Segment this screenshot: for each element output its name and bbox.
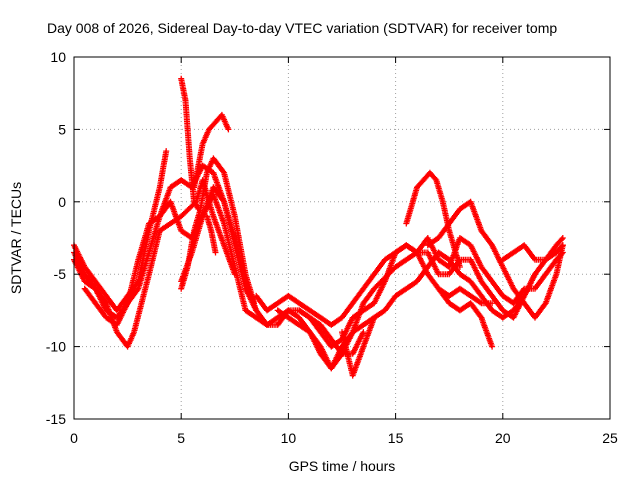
series-trace-18 [435,285,496,307]
series-markers [178,184,270,328]
series-markers [274,249,538,372]
y-tick-label: -15 [46,411,66,427]
series-markers [203,213,219,256]
y-tick-label: 5 [58,121,66,137]
series-markers [424,198,566,321]
x-tick-label: 10 [281,430,297,446]
y-tick-label: 0 [58,194,66,210]
plot-frame [73,56,611,420]
x-tick-label: 20 [495,430,511,446]
y-tick-label: -5 [54,266,67,282]
series-trace-13 [274,249,538,372]
series-trace-6 [178,184,270,328]
series-trace-14 [296,307,367,357]
series-markers [71,162,260,321]
series-markers [178,75,202,212]
series-trace-19 [499,242,566,263]
series-trace-17 [424,198,566,321]
series-markers [403,169,463,270]
x-tick-label: 5 [177,430,185,446]
y-tick-label: -10 [46,339,66,355]
series-markers [191,111,232,191]
series-markers [296,307,367,357]
series-trace-9 [203,213,219,256]
series-trace-16 [403,169,463,270]
series-markers [339,314,378,379]
series-markers [499,242,566,263]
x-tick-label: 0 [70,430,78,446]
chart-title: Day 008 of 2026, Sidereal Day-to-day VTE… [47,20,557,36]
series-trace-15 [339,314,378,379]
series-trace-3 [71,162,260,321]
x-tick-label: 15 [388,430,404,446]
series-trace-8 [191,111,232,191]
data-points [71,75,566,379]
grid-lines [74,57,610,419]
x-axis-label: GPS time / hours [289,458,396,474]
series-markers [435,285,496,307]
y-tick-label: 10 [50,49,66,65]
x-tick-label: 25 [602,430,618,446]
axis-ticks: 0 5 10 15 20 25 -15 -10 -5 0 5 10 [46,49,618,446]
series-trace-7 [178,75,202,212]
y-axis-label: SDTVAR / TECUs [8,182,24,294]
